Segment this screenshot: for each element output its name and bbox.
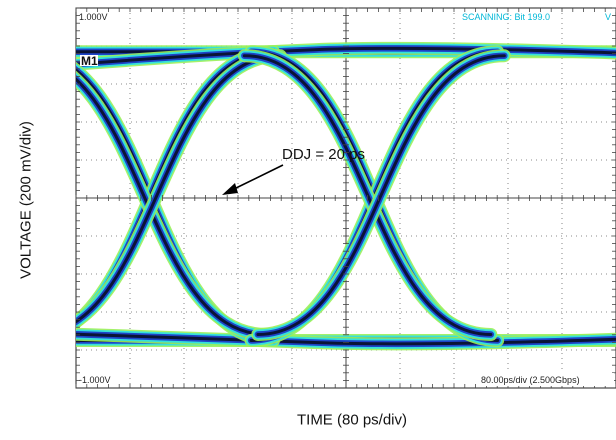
ddj-annotation-arrow: [222, 164, 284, 195]
status-extra: V: [605, 12, 611, 22]
eye-low-isi-layer: [76, 332, 616, 346]
timebase-readout: 80.00ps/div (2.500Gbps): [481, 375, 580, 385]
eye-low-isi: [76, 327, 616, 351]
eye-high-isi-layer: [76, 46, 616, 66]
x-axis-label: TIME (80 ps/div): [296, 411, 408, 429]
eye-falling-edge-ddj: [76, 70, 274, 341]
eye-high-isi: [76, 41, 616, 71]
axis-ticks: [75, 7, 616, 388]
bottom-reference-label: -1.000V: [79, 375, 111, 385]
eye-rising-edge-ddj: [251, 49, 511, 341]
eye-falling-edge-ddj-layer: [76, 77, 269, 336]
timebase-label-bg: [478, 373, 614, 386]
eye-rising-edge-ddj-layer: [256, 54, 506, 336]
eye-traces: [76, 41, 616, 351]
marker-label: M1: [81, 54, 98, 68]
marker-label-bg: [80, 55, 98, 66]
ddj-annotation: DDJ = 20 ps: [282, 146, 365, 163]
status-readout: SCANNING: Bit 199.0: [462, 12, 550, 22]
top-reference-label: 1.000V: [79, 12, 108, 22]
